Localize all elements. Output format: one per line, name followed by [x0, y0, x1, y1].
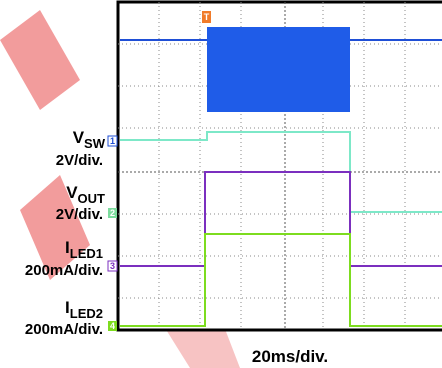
- trigger-marker: [202, 11, 211, 23]
- ch2-marker: [108, 208, 117, 218]
- iled2-trace: [120, 233, 442, 327]
- vsw-label: VSW: [73, 128, 106, 151]
- ch3-label: 3: [110, 261, 115, 271]
- vout-scale: 2V/div.: [56, 206, 103, 223]
- ch4-label: 4: [110, 321, 115, 331]
- iled1-trace: [120, 171, 442, 267]
- iled2-sub: LED2: [70, 306, 103, 321]
- ch3-marker: [107, 260, 118, 272]
- vout-main: V: [66, 183, 78, 202]
- vout-label: VOUT: [66, 183, 105, 206]
- ch2-label: 2: [110, 208, 115, 218]
- iled1-sub: LED1: [70, 246, 103, 261]
- time-scale: 20ms/div.: [252, 347, 328, 366]
- vout-trace: [120, 131, 442, 213]
- ch1-marker: [107, 135, 118, 147]
- vout-sub: OUT: [78, 191, 106, 206]
- vsw-switching: [207, 27, 350, 112]
- iled2-label: ILED2: [65, 298, 103, 321]
- iled2-scale: 200mA/div.: [25, 321, 103, 338]
- vsw-scale: 2V/div.: [56, 152, 103, 169]
- iled2-main: I: [65, 298, 70, 317]
- iled1-label: ILED1: [65, 238, 103, 261]
- ch1-label: 1: [110, 136, 115, 146]
- vsw-main: V: [73, 128, 85, 147]
- iled1-scale: 200mA/div.: [25, 262, 103, 279]
- vsw-sub: SW: [84, 136, 106, 151]
- iled1-main: I: [65, 238, 70, 257]
- ch4-marker: [108, 321, 117, 331]
- trigger-label: T: [204, 12, 210, 22]
- traces: [120, 27, 442, 327]
